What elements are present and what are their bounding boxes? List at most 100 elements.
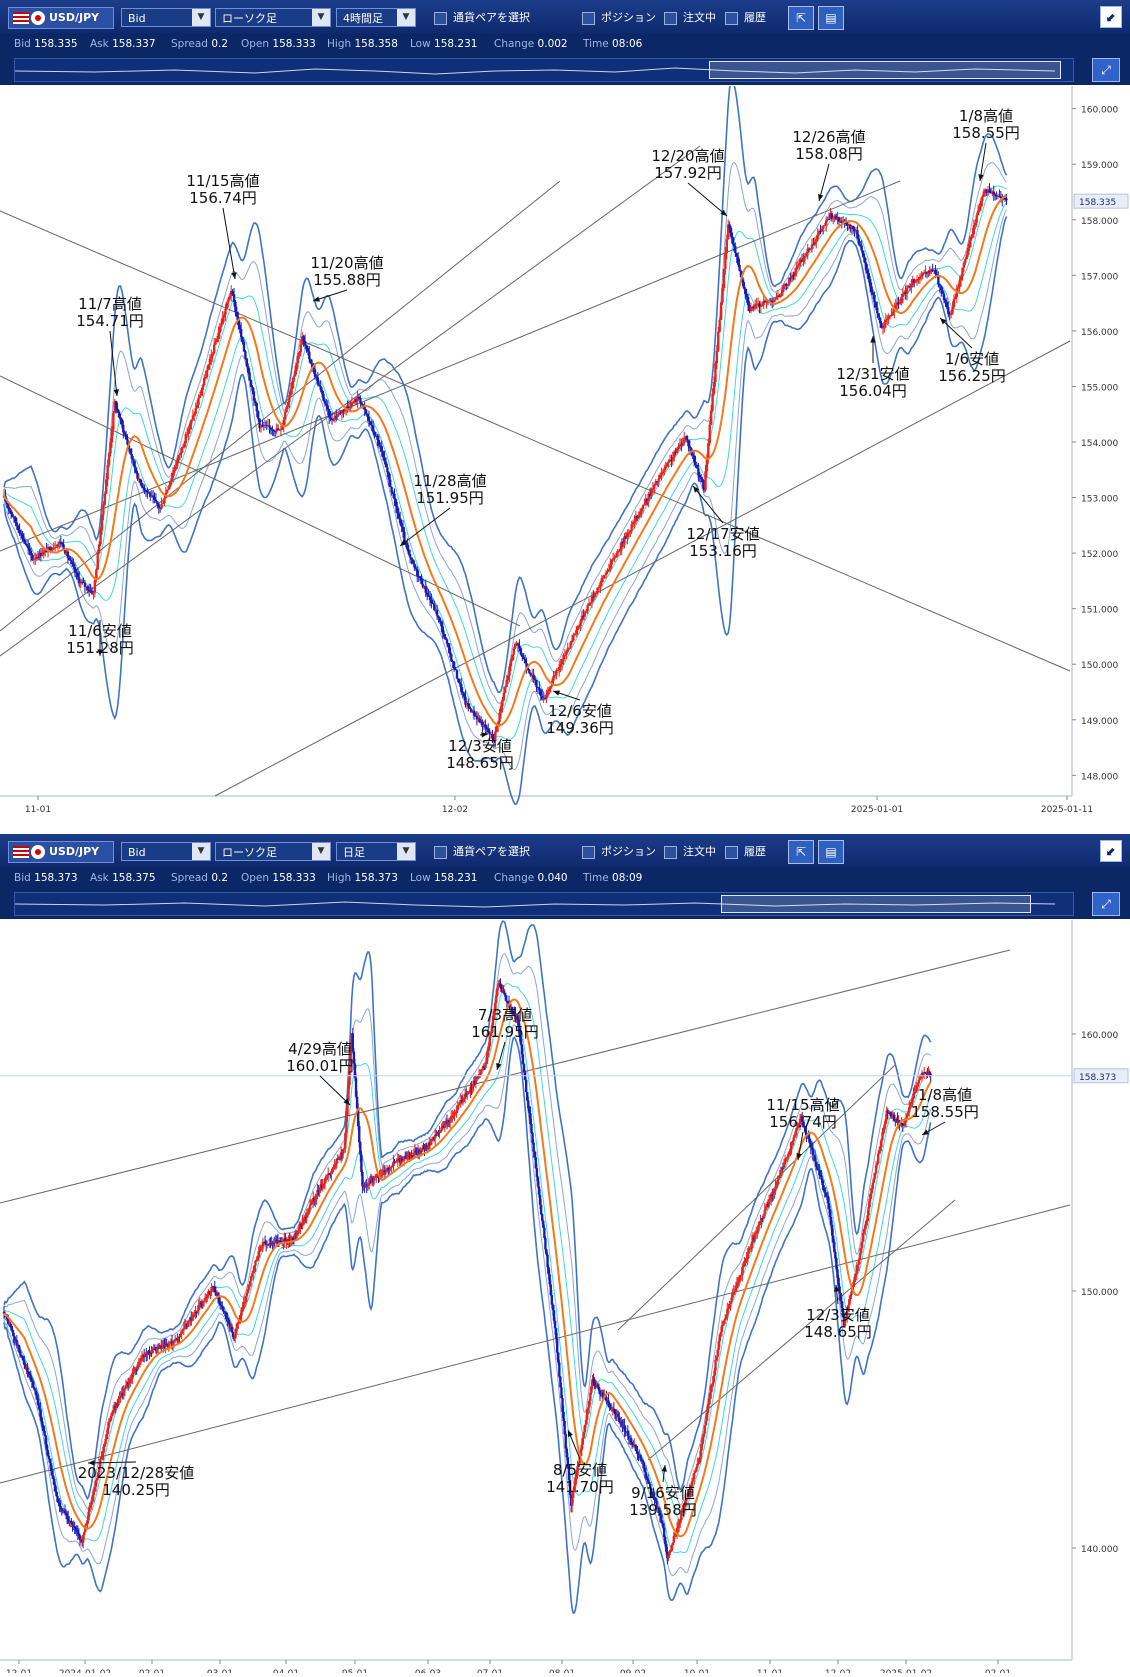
price-type-select[interactable]: Bid ▼ — [121, 8, 211, 27]
candle-body — [161, 1346, 164, 1349]
currency-pair-button[interactable]: USD/JPY — [8, 7, 114, 29]
chart-type-select[interactable]: ローソク足 ▼ — [215, 842, 331, 861]
candle-body — [66, 551, 70, 558]
position-checkbox[interactable]: ポジション — [582, 842, 656, 861]
chart-window-icon[interactable]: ⇱ — [788, 840, 814, 864]
timeframe-select[interactable]: 4時間足 ▼ — [336, 8, 416, 27]
trend-line — [647, 1199, 956, 1461]
candle-body — [940, 286, 943, 291]
candle-body — [590, 596, 594, 603]
y-tick-label: 152.000 — [1081, 550, 1118, 560]
candle-body — [416, 568, 419, 576]
candle-body — [544, 1237, 547, 1250]
candle-body — [323, 400, 327, 404]
history-checkbox[interactable]: 履歴 — [725, 8, 766, 27]
candle-body — [326, 405, 329, 410]
candle-body — [631, 522, 635, 525]
candle-body — [857, 238, 861, 245]
candle-body — [8, 508, 11, 511]
navigator-expand-icon[interactable]: ⤢ — [1092, 58, 1120, 82]
candle-body — [599, 582, 602, 587]
candlestick-chart-daily[interactable]: 160.000150.000140.00012-012024-01-0202-0… — [0, 920, 1130, 1677]
candle-body — [417, 575, 420, 577]
candle-body — [34, 1390, 38, 1396]
candle-body — [715, 350, 719, 364]
candle-body — [813, 1155, 817, 1162]
candle-body — [187, 429, 190, 434]
candle-body — [506, 675, 510, 681]
select-pair-checkbox[interactable]: 通貨ペアを選択 — [434, 842, 530, 861]
annotation-arrowhead — [113, 389, 120, 396]
candle-body — [937, 276, 940, 285]
candle-body — [760, 1218, 763, 1222]
candle-body — [667, 1555, 670, 1558]
orders-checkbox[interactable]: 注文中 — [664, 8, 716, 27]
candle-body — [275, 1239, 279, 1241]
chart-window-icon[interactable]: ⇱ — [788, 6, 814, 30]
chart-settings-icon[interactable]: ▤ — [818, 840, 844, 864]
navigator-window-handle[interactable] — [721, 895, 1031, 913]
candle-body — [86, 586, 89, 591]
annotation-label: 9/16安値 — [631, 1484, 695, 1502]
candle-body — [455, 669, 459, 679]
candle-body — [742, 282, 746, 289]
currency-pair-button[interactable]: USD/JPY — [8, 841, 114, 863]
candle-body — [11, 513, 14, 517]
candle-body — [156, 501, 159, 505]
chart-type-select[interactable]: ローソク足 ▼ — [215, 8, 331, 27]
candle-body — [890, 1116, 894, 1118]
candle-body — [643, 504, 646, 506]
candle-body — [834, 1251, 837, 1259]
candle-body — [543, 697, 547, 699]
candle-body — [119, 1394, 122, 1398]
navigator-scrollbar[interactable] — [14, 892, 1074, 916]
candle-body — [667, 461, 670, 464]
candle-body — [776, 1179, 779, 1184]
candle-body — [765, 301, 768, 303]
candle-body — [18, 1350, 22, 1355]
collapse-corner-icon[interactable]: ⬋ — [1100, 6, 1122, 28]
candle-body — [299, 1223, 302, 1229]
x-tick-label: 03-01 — [207, 1669, 233, 1673]
candle-body — [520, 1044, 524, 1055]
select-pair-checkbox[interactable]: 通貨ペアを選択 — [434, 8, 530, 27]
history-checkbox[interactable]: 履歴 — [725, 842, 766, 861]
candle-body — [448, 1119, 452, 1122]
chart-settings-icon[interactable]: ▤ — [818, 6, 844, 30]
timeframe-select[interactable]: 日足 ▼ — [336, 842, 416, 861]
orders-checkbox[interactable]: 注文中 — [664, 842, 716, 861]
candle-body — [654, 481, 657, 485]
candle-body — [607, 569, 611, 572]
candle-body — [548, 688, 551, 692]
candle-body — [45, 1444, 48, 1451]
navigator-expand-icon[interactable]: ⤢ — [1092, 892, 1120, 916]
candle-body — [791, 1141, 794, 1143]
candle-body — [925, 271, 929, 274]
navigator-scrollbar[interactable] — [14, 58, 1074, 82]
candle-body — [519, 648, 523, 655]
candle-body — [146, 490, 149, 493]
candle-body — [638, 511, 642, 516]
candle-body — [9, 1324, 12, 1327]
candle-body — [636, 1451, 639, 1454]
candle-body — [891, 311, 895, 316]
candlestick-chart-4h[interactable]: 160.000 159.000 158.000 157.000 156.000 155.0… — [0, 78, 1130, 832]
current-price-label: 158.335 — [1079, 198, 1116, 208]
candle-body — [785, 284, 788, 286]
annotation-price: 158.55円 — [952, 124, 1020, 142]
candle-body — [124, 434, 128, 440]
candle-body — [475, 716, 479, 720]
candle-body — [985, 189, 988, 194]
price-type-select[interactable]: Bid ▼ — [121, 842, 211, 861]
candle-body — [911, 1098, 914, 1103]
collapse-corner-icon[interactable]: ⬋ — [1100, 840, 1122, 862]
x-tick-label: 2025-01-01 — [851, 805, 903, 815]
candle-body — [739, 270, 743, 278]
candle-body — [245, 1292, 249, 1297]
navigator-window-handle[interactable] — [709, 61, 1061, 79]
candle-body — [640, 508, 643, 512]
candle-body — [105, 1434, 108, 1440]
candle-body — [487, 729, 490, 733]
candle-body — [576, 1465, 579, 1476]
position-checkbox[interactable]: ポジション — [582, 8, 656, 27]
